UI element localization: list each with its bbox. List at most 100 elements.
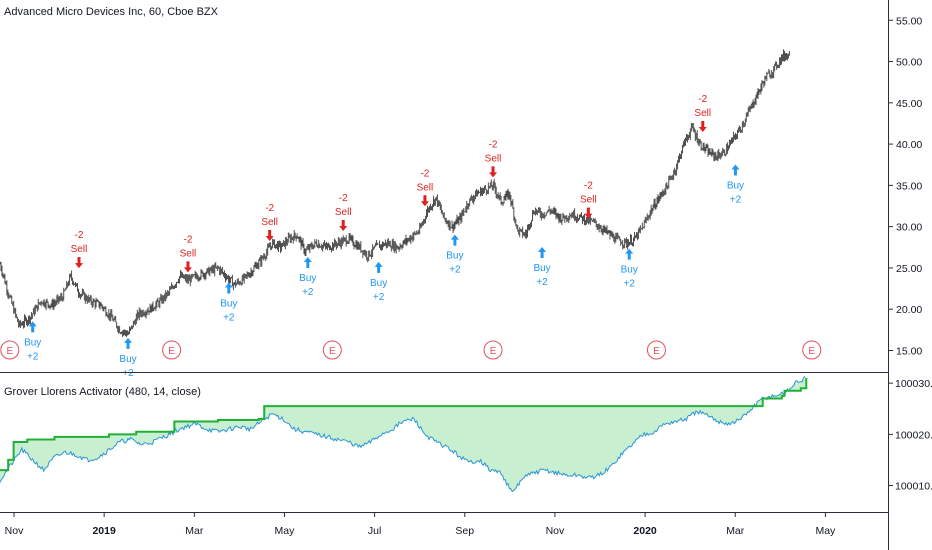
arrow-up-icon	[224, 282, 233, 294]
x-tick-label: Nov	[546, 525, 565, 537]
arrow-up-icon	[538, 247, 547, 259]
sell-signal[interactable]: Sell -2	[694, 94, 711, 132]
y-tick-label: 20.00	[896, 304, 922, 316]
earnings-label: E	[808, 346, 815, 357]
y-tick-label: 45.00	[896, 98, 922, 110]
x-tick-label: May	[815, 525, 836, 537]
earnings-e-icon[interactable]: E	[162, 340, 182, 360]
x-tick-label: Jul	[368, 525, 381, 537]
buy-signal[interactable]: Buy +2	[370, 261, 387, 303]
activator-fill	[0, 376, 807, 492]
arrow-up-icon	[450, 234, 459, 246]
price-pane[interactable]: Sell -2 Buy +2 Buy +2 Sell -2 Buy +2 Sell -2 Buy +2 Se…	[0, 49, 822, 379]
indicator-price-line[interactable]	[0, 376, 806, 493]
sell-signal[interactable]: Sell -2	[417, 168, 434, 207]
arrow-up-icon	[124, 337, 133, 349]
sell-signal[interactable]: Sell -2	[580, 181, 597, 219]
sell-signal[interactable]: Sell -2	[71, 230, 88, 269]
earnings-badge	[802, 340, 822, 360]
arrow-up-icon	[374, 261, 383, 273]
buy-label: Buy	[370, 278, 387, 289]
buy-label: Buy	[24, 337, 41, 348]
sell-signal[interactable]: Sell -2	[261, 203, 278, 241]
buy-label: Buy	[220, 299, 237, 310]
buy-quantity: +2	[449, 265, 461, 276]
y-tick-label: 25.00	[896, 263, 922, 275]
arrow-up-icon	[731, 164, 740, 176]
sell-signal[interactable]: Sell -2	[485, 139, 502, 178]
arrow-down-icon	[420, 195, 429, 207]
sell-label: Sell	[261, 217, 278, 228]
arrow-up-icon	[28, 321, 37, 333]
y-tick-label: 40.00	[896, 139, 922, 151]
earnings-badge	[322, 340, 342, 360]
buy-label: Buy	[119, 354, 136, 365]
earnings-e-icon[interactable]: E	[802, 340, 822, 360]
activator-line[interactable]	[0, 378, 808, 472]
earnings-e-icon[interactable]: E	[0, 340, 20, 360]
indicator-y-tick-label: 100030.00	[895, 378, 932, 390]
buy-signal[interactable]: Buy +2	[24, 321, 41, 362]
buy-label: Buy	[533, 263, 550, 274]
indicator-y-tick-label: 100020.00	[895, 429, 932, 441]
earnings-label: E	[168, 346, 175, 357]
sell-label: Sell	[417, 182, 434, 193]
earnings-e-icon[interactable]: E	[483, 340, 503, 360]
buy-signal[interactable]: Buy +2	[119, 337, 137, 379]
buy-label: Buy	[727, 180, 744, 191]
earnings-label: E	[490, 346, 497, 357]
buy-label: Buy	[446, 251, 463, 262]
sell-signal[interactable]: Sell -2	[335, 193, 352, 232]
indicator-pane[interactable]	[0, 376, 808, 493]
x-tick-label: Sep	[455, 525, 474, 537]
buy-quantity: +2	[122, 368, 134, 379]
indicator-y-tick-label: 100010.00	[895, 481, 932, 493]
x-tick-label: Mar	[726, 525, 745, 537]
buy-signal[interactable]: Buy +2	[621, 248, 638, 290]
sell-quantity: -2	[420, 168, 429, 179]
sell-signal[interactable]: Sell -2	[180, 234, 197, 273]
buy-quantity: +2	[536, 277, 548, 288]
buy-label: Buy	[299, 273, 316, 284]
buy-quantity: +2	[27, 351, 39, 362]
y-tick-label: 15.00	[896, 345, 922, 357]
earnings-e-icon[interactable]: E	[646, 340, 666, 360]
arrow-down-icon	[339, 220, 348, 232]
sell-label: Sell	[180, 248, 197, 259]
x-tick-label: Mar	[185, 525, 204, 537]
arrow-down-icon	[265, 229, 274, 241]
x-tick-label: May	[275, 525, 296, 537]
sell-label: Sell	[694, 108, 711, 119]
buy-quantity: +2	[302, 287, 314, 298]
arrow-down-icon	[74, 257, 83, 269]
sell-quantity: -2	[75, 230, 84, 241]
buy-signal[interactable]: Buy +2	[446, 234, 464, 276]
sell-label: Sell	[485, 153, 502, 164]
buy-signal[interactable]: Buy +2	[727, 164, 744, 205]
sell-label: Sell	[71, 244, 88, 255]
earnings-label: E	[653, 346, 660, 357]
arrow-up-icon	[625, 248, 634, 260]
y-tick-label: 55.00	[896, 15, 922, 27]
earnings-e-icon[interactable]: E	[322, 340, 342, 360]
sell-quantity: -2	[183, 234, 192, 245]
sell-label: Sell	[335, 207, 352, 218]
buy-signal[interactable]: Buy +2	[533, 247, 551, 288]
main-chart-title: Advanced Micro Devices Inc, 60, Cboe BZX	[4, 6, 218, 18]
earnings-badge	[646, 340, 666, 360]
earnings-badge	[162, 340, 182, 360]
y-tick-label: 30.00	[896, 222, 922, 234]
sell-quantity: -2	[265, 203, 274, 214]
x-tick-label: Nov	[5, 525, 24, 537]
arrow-down-icon	[584, 207, 593, 219]
buy-label: Buy	[621, 265, 638, 276]
buy-signal[interactable]: Buy +2	[299, 256, 316, 298]
earnings-badge	[0, 340, 20, 360]
sell-quantity: -2	[489, 139, 498, 150]
arrow-down-icon	[489, 166, 498, 178]
buy-signal[interactable]: Buy +2	[220, 282, 237, 324]
x-tick-label: 2019	[92, 525, 116, 537]
indicator-title: Grover Llorens Activator (480, 14, close…	[4, 386, 201, 398]
